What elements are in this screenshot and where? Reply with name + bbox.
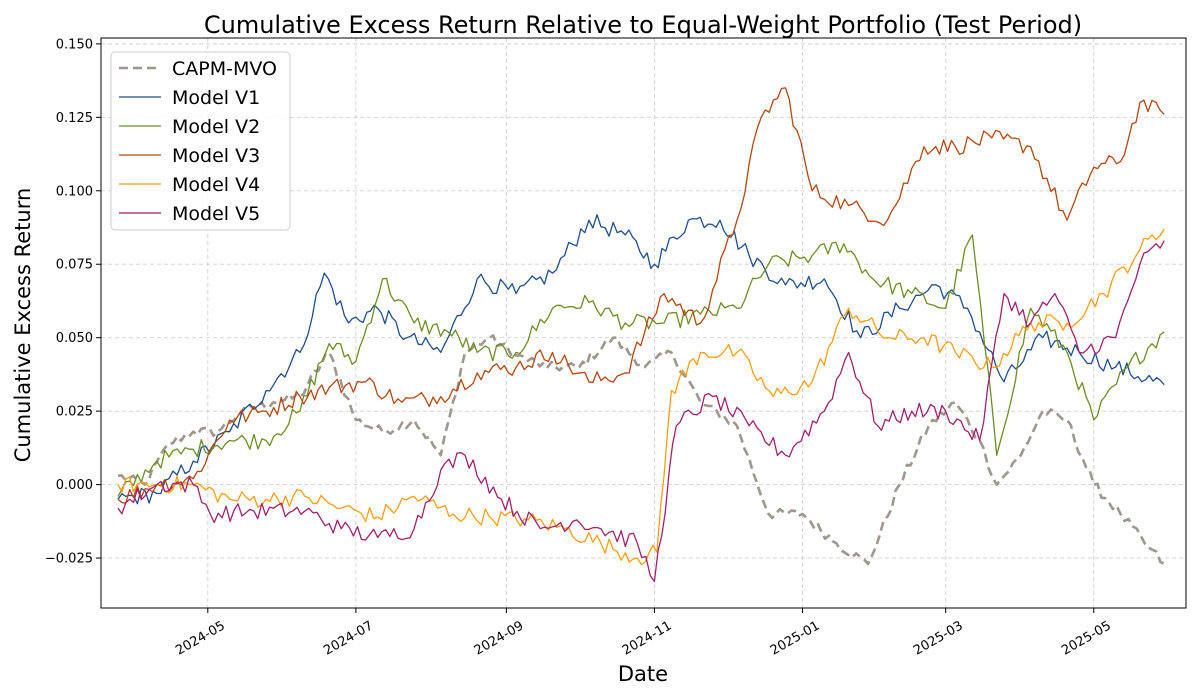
x-tick-label: 2024-07 — [321, 618, 376, 658]
y-tick-label: 0.125 — [56, 111, 93, 126]
legend-label-model-v1: Model V1 — [172, 87, 260, 109]
x-tick-label: 2024-11 — [620, 618, 675, 658]
series-layer — [117, 87, 1165, 583]
y-tick-label: 0.150 — [56, 37, 93, 52]
series-line-model-v3 — [117, 87, 1165, 504]
legend-label-model-v3: Model V3 — [172, 145, 260, 167]
series-line-capm-mvo — [117, 334, 1165, 566]
y-tick-label: 0.025 — [56, 405, 93, 420]
legend: CAPM-MVO Model V1 Model V2 Model V3 Model V4… — [110, 51, 291, 231]
y-axis-label: Cumulative Excess Return — [11, 188, 35, 463]
chart-title: Cumulative Excess Return Relative to Equ… — [204, 11, 1082, 39]
x-axis-label: Date — [618, 662, 668, 686]
y-tick-label: 0.050 — [56, 331, 93, 346]
x-tick-label: 2024-09 — [472, 618, 527, 658]
series-line-model-v5 — [117, 240, 1165, 583]
legend-label-model-v5: Model V5 — [172, 203, 260, 225]
x-tick-label: 2025-01 — [768, 618, 823, 658]
y-tick-label: 0.100 — [56, 184, 93, 199]
legend-label-model-v4: Model V4 — [172, 174, 260, 196]
y-tick-label: 0.075 — [56, 258, 93, 273]
x-tick-label: 2025-05 — [1059, 618, 1114, 658]
series-line-model-v4 — [117, 228, 1165, 566]
x-tick-label: 2025-03 — [911, 618, 966, 658]
y-tick-label: −0.025 — [45, 552, 93, 567]
x-tick-label: 2024-05 — [173, 618, 228, 658]
legend-label-model-v2: Model V2 — [172, 116, 260, 138]
plot-frame — [100, 37, 1187, 609]
series-line-model-v1 — [117, 214, 1165, 505]
legend-label-capm-mvo: CAPM-MVO — [172, 58, 277, 80]
y-tick-label: 0.000 — [56, 478, 93, 493]
series-line-model-v2 — [117, 234, 1165, 497]
